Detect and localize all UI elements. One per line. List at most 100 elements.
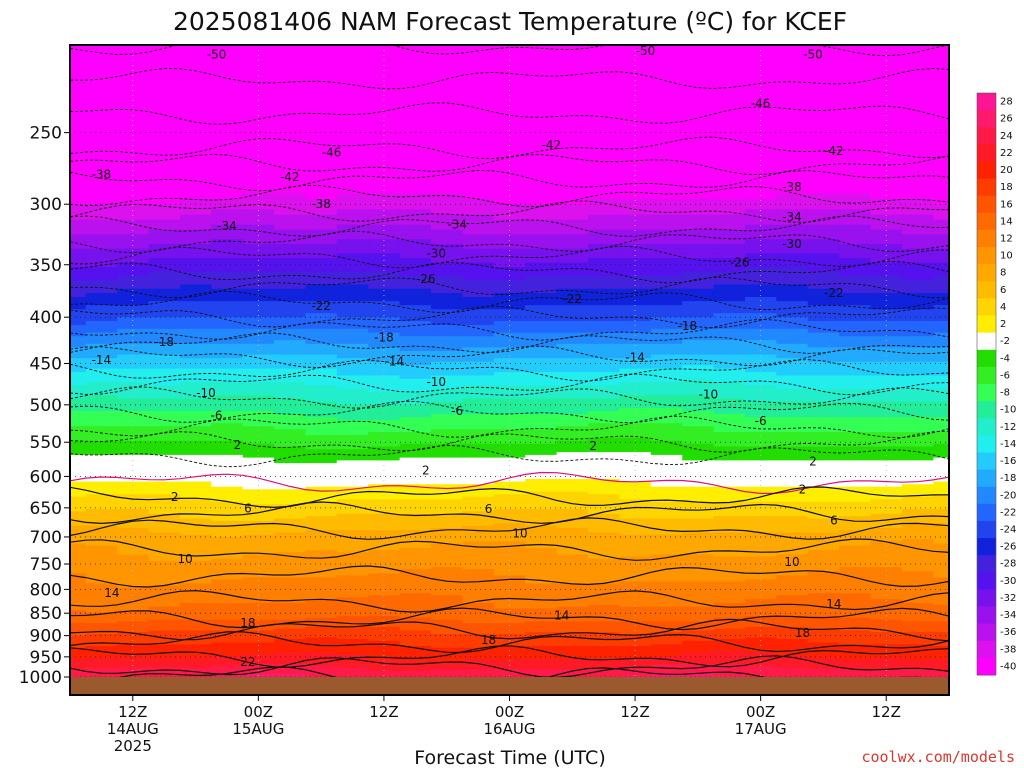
fill-cell (650, 60, 683, 69)
fill-cell (650, 499, 683, 503)
fill-cell (556, 520, 589, 524)
fill-cell (776, 556, 809, 560)
fill-cell (682, 284, 715, 290)
fill-cell (336, 392, 369, 396)
fill-cell (870, 530, 903, 533)
fill-cell (305, 534, 338, 538)
fill-cell (493, 392, 526, 396)
fill-cell (431, 193, 463, 200)
fill-cell (117, 437, 150, 442)
fill-cell (70, 258, 87, 264)
fill-cell (619, 193, 652, 200)
fill-cell (368, 411, 401, 415)
fill-cell (305, 328, 338, 334)
fill-cell (148, 388, 181, 393)
fill-cell (839, 423, 872, 427)
fill-cell (462, 188, 495, 195)
fill-cell (305, 52, 338, 61)
fill-cell (588, 486, 620, 490)
fill-cell (148, 527, 181, 531)
fill-cell (713, 571, 746, 574)
fill-cell (901, 504, 934, 508)
fill-cell (682, 591, 715, 594)
fill-cell (211, 518, 244, 522)
fill-cell (776, 573, 809, 576)
fill-cell (588, 214, 620, 221)
fill-cell (525, 301, 558, 306)
fill-cell (70, 135, 87, 143)
fill-cell (776, 343, 809, 349)
fill-cell (117, 159, 150, 167)
fill-cell (713, 411, 746, 415)
fill-cell (305, 437, 338, 442)
fill-cell (274, 628, 307, 631)
fill-cell (556, 171, 589, 178)
fill-cell (211, 587, 244, 590)
fill-cell (179, 429, 212, 433)
fill-cell (336, 103, 369, 111)
fill-cell (713, 558, 746, 562)
fill-cell (525, 589, 558, 592)
fill-cell (179, 484, 212, 488)
fill-cell (807, 543, 840, 547)
fill-cell (650, 589, 683, 592)
fill-cell (85, 284, 118, 290)
fill-cell (870, 417, 903, 421)
fill-cell (713, 182, 746, 189)
fill-cell (305, 354, 338, 359)
fill-cell (70, 267, 87, 272)
fill-cell (274, 543, 307, 547)
fill-cell (682, 463, 715, 467)
fill-cell (713, 583, 746, 586)
fill-cell (85, 532, 118, 536)
fill-cell (336, 340, 369, 345)
fill-cell (399, 365, 432, 370)
fill-cell (493, 581, 526, 584)
fill-cell (493, 626, 526, 630)
fill-cell (148, 501, 181, 505)
fill-cell (85, 563, 118, 566)
fill-cell (70, 313, 87, 318)
fill-cell (117, 361, 150, 366)
fill-cell (462, 571, 495, 574)
fill-cell (839, 301, 872, 306)
fill-cell (211, 440, 244, 445)
fill-cell (588, 182, 620, 189)
fill-cell (525, 188, 558, 195)
fill-cell (431, 468, 463, 472)
fill-cell (776, 284, 809, 290)
fill-cell (525, 378, 558, 383)
fill-cell (682, 182, 715, 189)
fill-cell (179, 463, 212, 467)
fill-cell (117, 463, 150, 467)
fill-cell (211, 110, 244, 118)
fill-cell (85, 209, 118, 216)
fill-cell (211, 563, 244, 566)
fill-cell (462, 154, 495, 161)
fill-cell (556, 534, 589, 538)
fill-cell (148, 148, 181, 155)
fill-cell (619, 625, 652, 628)
fill-cell (117, 332, 150, 337)
fill-cell (839, 548, 872, 551)
fill-cell (70, 417, 87, 421)
fill-cell (933, 351, 949, 356)
fill-cell (336, 404, 369, 409)
fill-cell (588, 165, 620, 172)
fill-cell (807, 501, 840, 505)
fill-cell (70, 452, 87, 456)
fill-cell (462, 239, 495, 245)
fill-cell (807, 565, 840, 568)
fill-cell (933, 429, 949, 433)
fill-cell (399, 258, 432, 264)
fill-cell (525, 610, 558, 613)
fill-cell (525, 440, 558, 445)
fill-cell (870, 606, 903, 610)
fill-cell (619, 395, 652, 400)
fill-cell (588, 368, 620, 373)
fill-cell (431, 429, 463, 433)
fill-cell (70, 292, 87, 298)
fill-cell (148, 486, 181, 490)
fill-cell (211, 297, 244, 302)
fill-cell (619, 520, 652, 524)
